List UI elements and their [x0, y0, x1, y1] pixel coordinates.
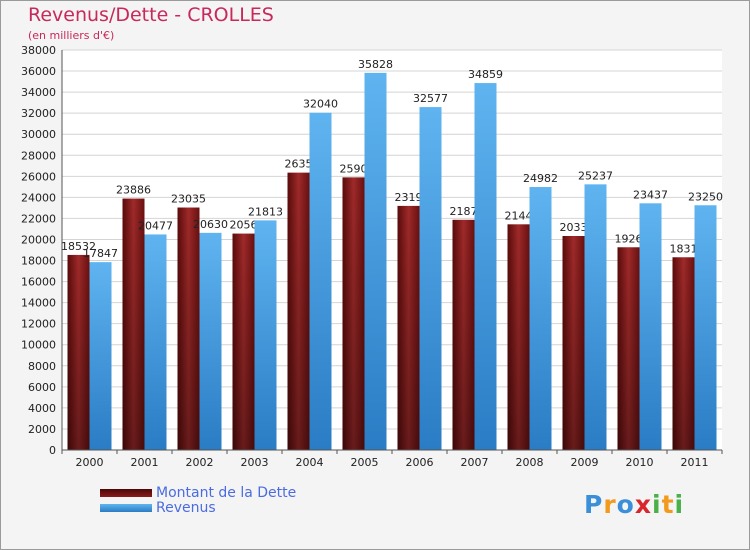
- logo-letter: i: [674, 490, 685, 519]
- x-tick-label: 2007: [461, 456, 489, 469]
- bar-dette-shade: [617, 247, 640, 450]
- plot-area: [62, 50, 722, 450]
- y-tick-label: 12000: [21, 318, 56, 331]
- data-label: 23035: [171, 193, 206, 206]
- y-tick-label: 30000: [21, 128, 56, 141]
- bar-dette-shade: [232, 233, 255, 450]
- data-label: 32040: [303, 98, 338, 111]
- data-label: 1831: [670, 242, 698, 255]
- data-label: 34859: [468, 68, 503, 81]
- y-tick-label: 38000: [21, 44, 56, 57]
- y-tick-label: 34000: [21, 86, 56, 99]
- bar-revenus: [199, 232, 222, 450]
- bar-dette-shade: [562, 236, 585, 450]
- x-tick-label: 2000: [76, 456, 104, 469]
- logo-letter: x: [634, 490, 652, 519]
- x-tick-label: 2002: [186, 456, 214, 469]
- x-tick-label: 2010: [626, 456, 654, 469]
- y-tick-label: 18000: [21, 255, 56, 268]
- bar-dette-shade: [342, 177, 365, 451]
- chart-title: Revenus/Dette - CROLLES: [28, 4, 274, 26]
- y-tick-label: 6000: [28, 381, 56, 394]
- data-label: 20630: [193, 218, 228, 231]
- data-label: 2319: [395, 191, 423, 204]
- y-tick-label: 8000: [28, 360, 56, 373]
- y-tick-label: 4000: [28, 402, 56, 415]
- bar-dette-shade: [672, 257, 695, 450]
- x-tick-label: 2011: [681, 456, 709, 469]
- y-tick-label: 20000: [21, 233, 56, 246]
- y-tick-label: 24000: [21, 191, 56, 204]
- y-tick-label: 2000: [28, 423, 56, 436]
- y-tick-label: 22000: [21, 212, 56, 225]
- logo-letter: r: [603, 490, 617, 519]
- x-tick-label: 2005: [351, 456, 379, 469]
- bar-revenus: [419, 107, 442, 450]
- y-tick-label: 36000: [21, 65, 56, 78]
- x-tick-label: 2003: [241, 456, 269, 469]
- data-label: 18532: [61, 240, 96, 253]
- x-tick-label: 2009: [571, 456, 599, 469]
- bar-revenus: [639, 203, 662, 450]
- grid: [62, 49, 722, 451]
- data-label: 23886: [116, 184, 151, 197]
- bar-revenus: [309, 112, 332, 450]
- chart-subtitle: (en milliers d'€): [28, 29, 115, 42]
- x-tick-label: 2004: [296, 456, 324, 469]
- y-tick-label: 16000: [21, 276, 56, 289]
- bar-revenus: [89, 262, 112, 450]
- bar-revenus: [584, 184, 607, 451]
- data-label: 24982: [523, 172, 558, 185]
- data-label: 25237: [578, 169, 613, 182]
- logo-letter: P: [584, 490, 604, 519]
- legend-swatch-revenus: [100, 504, 152, 512]
- data-label: 2056: [230, 219, 258, 232]
- proxiti-logo: Proxiti: [584, 490, 684, 519]
- legend-label-dette: Montant de la Dette: [156, 485, 297, 501]
- y-tick-label: 32000: [21, 107, 56, 120]
- x-tick-label: 2008: [516, 456, 544, 469]
- data-label: 2033: [560, 221, 588, 234]
- data-label: 23437: [633, 188, 668, 201]
- y-tick-label: 26000: [21, 170, 56, 183]
- data-label: 2144: [505, 209, 533, 222]
- logo-letter: t: [661, 490, 675, 519]
- y-tick-label: 10000: [21, 339, 56, 352]
- y-tick-label: 28000: [21, 149, 56, 162]
- data-label: 1926: [615, 232, 643, 245]
- data-label: 35828: [358, 58, 393, 71]
- bar-revenus: [364, 72, 387, 450]
- logo-letter: i: [652, 490, 662, 519]
- data-label: 21813: [248, 205, 283, 218]
- data-label: 17847: [83, 247, 118, 260]
- data-label: 32577: [413, 92, 448, 105]
- logo-letter: o: [616, 490, 635, 519]
- bar-revenus: [474, 83, 497, 450]
- bar-dette-shade: [287, 172, 310, 450]
- bar-dette-shade: [397, 205, 420, 450]
- y-tick-label: 0: [49, 444, 56, 457]
- bar-revenus: [144, 234, 167, 450]
- legend-label-revenus: Revenus: [156, 500, 216, 516]
- bar-dette-shade: [177, 207, 200, 450]
- data-label: 23250: [688, 190, 723, 203]
- bar-dette-shade: [452, 219, 475, 450]
- x-tick-label: 2001: [131, 456, 159, 469]
- bar-revenus: [694, 205, 717, 450]
- data-label: 2590: [340, 162, 368, 175]
- data-label: 2187: [450, 205, 478, 218]
- bar-dette-shade: [507, 224, 530, 450]
- bar-revenus: [529, 187, 552, 450]
- axes: 0 2000 4000 6000 8000 10000 12000 14000 16000 180…: [21, 44, 723, 469]
- y-tick-label: 14000: [21, 297, 56, 310]
- data-label: 2635: [285, 158, 313, 171]
- bar-dette-shade: [122, 198, 145, 450]
- data-label: 20477: [138, 219, 173, 232]
- legend-swatch-dette: [100, 489, 152, 497]
- bar-dette-shade: [67, 254, 90, 450]
- x-tick-label: 2006: [406, 456, 434, 469]
- bar-revenus: [254, 220, 277, 450]
